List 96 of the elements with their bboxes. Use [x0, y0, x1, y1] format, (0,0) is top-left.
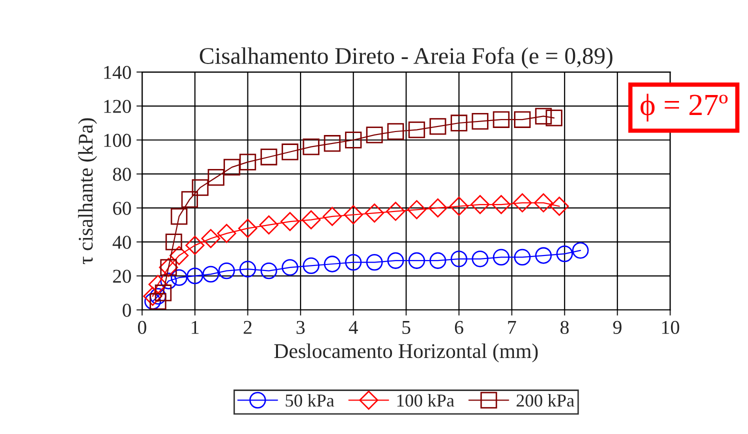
point [492, 111, 510, 128]
point [202, 266, 220, 283]
x-tick-label: 6 [454, 320, 464, 334]
point [282, 144, 298, 160]
point [535, 247, 552, 264]
legend-label: 200 kPa [516, 394, 574, 407]
point [430, 252, 446, 269]
point [239, 154, 256, 170]
point [366, 254, 383, 271]
point [512, 193, 532, 212]
x-tick-label: 3 [296, 320, 305, 334]
point [408, 252, 426, 269]
y-tick-label: 80 [113, 168, 131, 181]
point [345, 254, 362, 271]
point [208, 169, 224, 186]
point [556, 245, 573, 262]
point [492, 195, 511, 214]
point [366, 126, 383, 144]
point [224, 158, 240, 176]
annotation: ϕ = 27º [640, 94, 728, 122]
x-tick-label: 5 [402, 321, 410, 334]
point [387, 252, 404, 269]
y-tick-label: 140 [104, 66, 131, 79]
point [280, 212, 300, 232]
x-tick-label: 8 [560, 320, 569, 334]
point [492, 248, 510, 266]
point [181, 191, 198, 208]
x-tick-label: 2 [244, 320, 252, 334]
y-tick-label: 100 [104, 134, 131, 147]
point [218, 262, 235, 280]
point [450, 250, 468, 268]
point [449, 196, 469, 216]
chart-title: Cisalhamento Direto - Areia Fofa (e = 0,89) [200, 47, 612, 69]
point [534, 193, 553, 212]
y-tick-label: 60 [113, 202, 131, 215]
point [572, 242, 589, 259]
point [386, 202, 406, 221]
legend-label: 100 kPa [397, 394, 454, 407]
point [535, 108, 552, 125]
point [238, 218, 258, 238]
point [150, 293, 166, 310]
x-tick-label: 10 [662, 320, 680, 334]
point [302, 138, 320, 156]
point [546, 110, 562, 126]
y-axis-title: τ cisalhante (kPa) [78, 118, 97, 264]
point [217, 224, 236, 243]
point [282, 259, 298, 276]
point [260, 148, 278, 166]
point [428, 198, 448, 218]
y-tick-label: 20 [113, 270, 131, 283]
point [302, 210, 321, 230]
y-tick-label: 40 [112, 236, 131, 249]
point [430, 118, 446, 135]
point [450, 114, 468, 132]
point [387, 123, 404, 140]
point [148, 274, 168, 294]
point [324, 256, 341, 272]
point [550, 196, 569, 216]
x-tick-label: 0 [138, 320, 146, 334]
y-tick-label: 120 [104, 100, 131, 113]
point [322, 206, 342, 226]
x-axis-title: Deslocamento Horizontal (mm) [274, 343, 538, 362]
point [407, 200, 426, 220]
x-tick-label: 7 [508, 321, 516, 334]
point [143, 286, 162, 306]
point [324, 135, 341, 152]
point [302, 257, 320, 274]
point [192, 179, 209, 196]
x-tick-label: 4 [348, 320, 358, 334]
point [170, 246, 189, 266]
point [472, 250, 488, 268]
point [345, 132, 362, 148]
point [165, 234, 182, 250]
point [364, 204, 384, 223]
legend-label: 50 kPa [286, 394, 334, 407]
point [514, 111, 531, 128]
point [144, 293, 162, 310]
point [150, 288, 166, 305]
point [201, 228, 220, 248]
point [472, 112, 488, 130]
point [514, 248, 531, 266]
point [186, 268, 204, 284]
point [170, 208, 188, 225]
point [160, 272, 177, 290]
point [470, 195, 490, 214]
x-tick-label: 1 [192, 320, 199, 334]
point [259, 215, 278, 234]
point [239, 260, 256, 278]
point [260, 262, 278, 280]
point [170, 269, 188, 286]
point [185, 236, 204, 255]
y-tick-label: 0 [122, 304, 131, 317]
x-tick-label: 9 [613, 320, 622, 334]
point [154, 284, 172, 302]
point [408, 121, 426, 138]
point [344, 205, 363, 224]
